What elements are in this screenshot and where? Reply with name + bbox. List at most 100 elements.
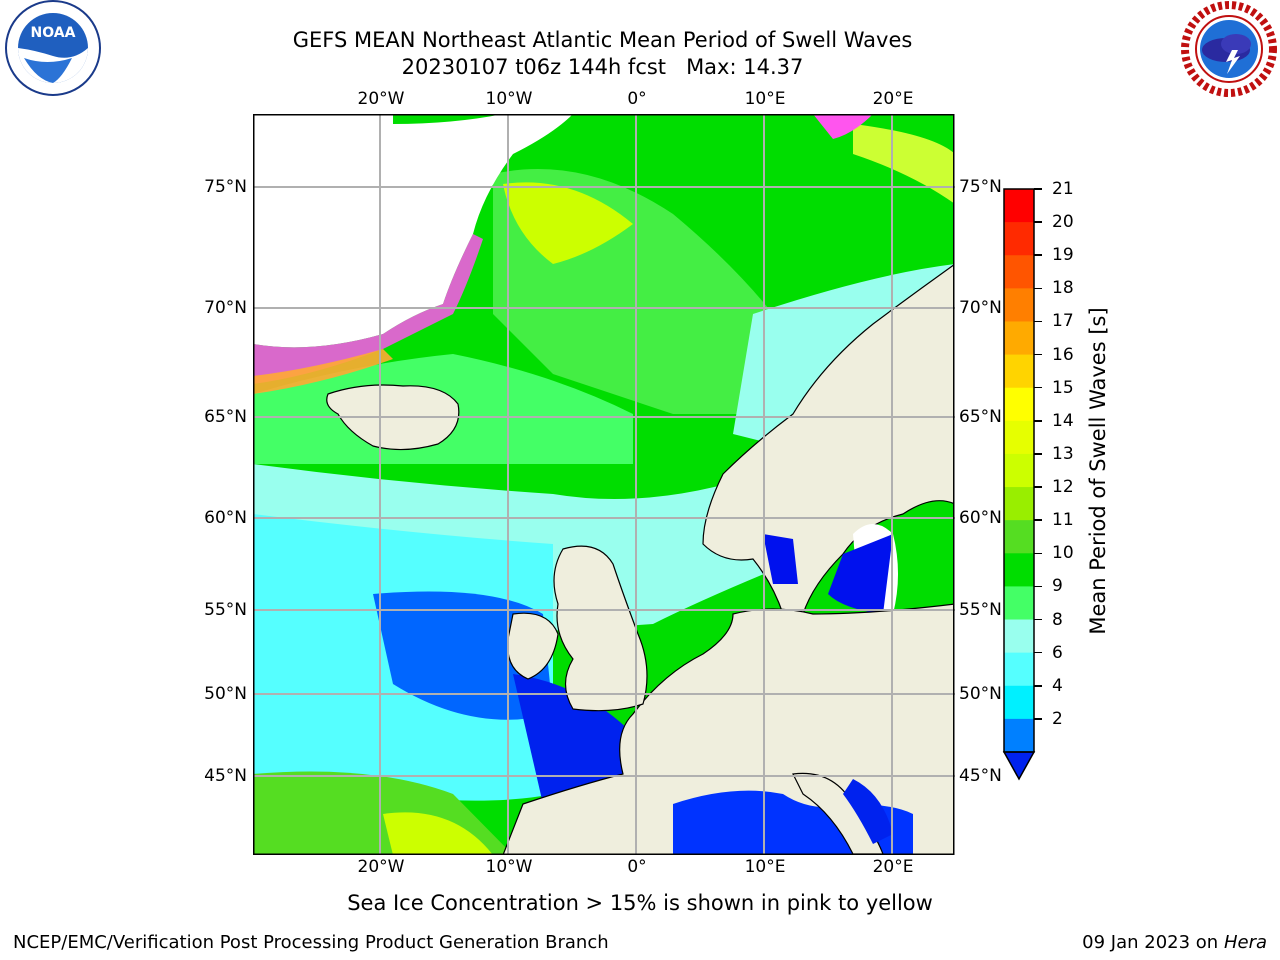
colorbar-tick-label: 17: [1052, 311, 1074, 332]
colorbar-tick-label: 4: [1052, 675, 1063, 696]
colorbar-tick-mark: [1034, 221, 1042, 223]
colorbar-tick-mark: [1034, 254, 1042, 256]
lat-label-right: 75°N: [959, 177, 1002, 197]
chart-title: GEFS MEAN Northeast Atlantic Mean Period…: [292, 28, 913, 52]
colorbar-tick-label: 13: [1052, 443, 1074, 464]
colorbar-tick-mark: [1034, 386, 1042, 389]
swell-zone-yellow-south: [383, 812, 493, 854]
adriatic-sea: [843, 779, 893, 844]
colorbar-segment: [1004, 222, 1034, 256]
nws-logo: [1180, 0, 1278, 100]
lon-label-bottom: 10°E: [744, 857, 786, 877]
swell-zone-darkblue: [513, 674, 633, 804]
lat-label-left: 60°N: [204, 508, 247, 528]
lat-label-left: 50°N: [204, 684, 247, 704]
swell-zone-yellowgreen-ne: [853, 124, 954, 204]
lat-label-right: 70°N: [959, 298, 1002, 318]
ireland-land: [507, 612, 559, 680]
lat-label-right: 60°N: [959, 508, 1002, 528]
lon-label-bottom: 0°: [627, 857, 647, 877]
colorbar-segment: [1004, 586, 1034, 621]
lat-label-left: 75°N: [204, 177, 247, 197]
colorbar-label: Mean Period of Swell Waves [s]: [1086, 307, 1110, 635]
colorbar-segment: [1004, 420, 1034, 455]
lon-label-top: 10°W: [485, 89, 533, 109]
colorbar-segment: [1004, 718, 1034, 753]
colorbar-segment: [1004, 487, 1034, 521]
colorbar-tick-mark: [1034, 188, 1042, 190]
colorbar-extend-arrow: [1002, 751, 1036, 781]
colorbar-tick-label: 18: [1052, 278, 1074, 299]
colorbar-tick-label: 14: [1052, 410, 1074, 431]
colorbar-tick-label: 6: [1052, 642, 1063, 663]
noaa-logo: NOAA: [2, 0, 104, 100]
colorbar-tick-mark: [1034, 420, 1042, 422]
colorbar-segment: [1004, 288, 1034, 322]
colorbar-tick-label: 8: [1052, 609, 1063, 630]
colorbar-tick-label: 20: [1052, 212, 1074, 233]
lon-label-top: 0°: [627, 89, 647, 109]
greenland-ice-region: [253, 114, 573, 348]
footer-date-text: 09 Jan 2023 on: [1082, 932, 1224, 953]
great-britain-land: [553, 545, 648, 712]
swell-zone-yellowgreen: [503, 182, 633, 264]
colorbar-segment: [1004, 685, 1034, 720]
lat-label-left: 55°N: [204, 600, 247, 620]
footer-host: Hera: [1223, 932, 1267, 953]
colorbar-segment: [1004, 553, 1034, 587]
colorbar-tick-label: 10: [1052, 543, 1074, 564]
colorbar-segment: [1004, 652, 1034, 687]
colorbar-segment: [1004, 354, 1034, 389]
lon-label-top: 10°E: [744, 89, 786, 109]
colorbar-tick-label: 12: [1052, 477, 1074, 498]
lon-label-bottom: 20°W: [357, 857, 405, 877]
baltic-sea: [828, 534, 893, 614]
chart-subtitle: 20230107 t06z 144h fcst Max: 14.37: [401, 55, 804, 79]
colorbar-tick-label: 9: [1052, 576, 1063, 597]
colorbar-tick-label: 15: [1052, 377, 1074, 398]
colorbar-tick-mark: [1034, 353, 1042, 356]
lat-label-left: 70°N: [204, 298, 247, 318]
colorbar-tick-label: 16: [1052, 344, 1074, 365]
colorbar-tick-mark: [1034, 519, 1042, 521]
colorbar-tick-label: 11: [1052, 510, 1074, 531]
lat-label-right: 55°N: [959, 600, 1002, 620]
sea-ice-svalbard: [813, 114, 873, 139]
noaa-logo-text: NOAA: [31, 25, 76, 41]
colorbar-frame: [1003, 188, 1035, 753]
colorbar-tick-label: 21: [1052, 179, 1074, 199]
footer-date: 09 Jan 2023 on Hera: [1082, 932, 1267, 953]
colorbar-tick-label: 19: [1052, 245, 1074, 266]
lon-label-top: 20°E: [872, 89, 914, 109]
lat-label-right: 65°N: [959, 407, 1002, 427]
colorbar-segment: [1004, 453, 1034, 488]
colorbar-tick-mark: [1034, 718, 1042, 720]
colorbar-segment: [1004, 520, 1034, 554]
colorbar-tick-mark: [1034, 618, 1042, 621]
lon-label-bottom: 20°E: [872, 857, 914, 877]
colorbar-tick-mark: [1034, 585, 1042, 588]
map-plot: [253, 114, 955, 855]
colorbar-segment: [1004, 321, 1034, 356]
colorbar-tick-mark: [1034, 685, 1042, 687]
colorbar: [1002, 188, 1036, 781]
colorbar-tick-mark: [1034, 552, 1042, 555]
footer-credit: NCEP/EMC/Verification Post Processing Pr…: [13, 932, 609, 953]
map-frame: [253, 114, 955, 855]
colorbar-tick-mark: [1034, 453, 1042, 455]
lon-label-top: 20°W: [357, 89, 405, 109]
colorbar-segment: [1004, 189, 1034, 223]
colorbar-tick-mark: [1034, 486, 1042, 488]
lat-label-right: 45°N: [959, 766, 1002, 786]
skagerrak: [763, 534, 798, 584]
colorbar-tick-mark: [1034, 287, 1042, 290]
lon-label-bottom: 10°W: [485, 857, 533, 877]
lat-label-left: 65°N: [204, 407, 247, 427]
sea-ice-edge-orange: [253, 349, 393, 394]
lat-label-left: 45°N: [204, 766, 247, 786]
colorbar-segment: [1004, 619, 1034, 654]
colorbar-tick-label: 2: [1052, 708, 1063, 729]
sea-ice-note: Sea Ice Concentration > 15% is shown in …: [347, 891, 933, 915]
map-graticule: [253, 114, 955, 855]
colorbar-tick-mark: [1034, 320, 1042, 323]
